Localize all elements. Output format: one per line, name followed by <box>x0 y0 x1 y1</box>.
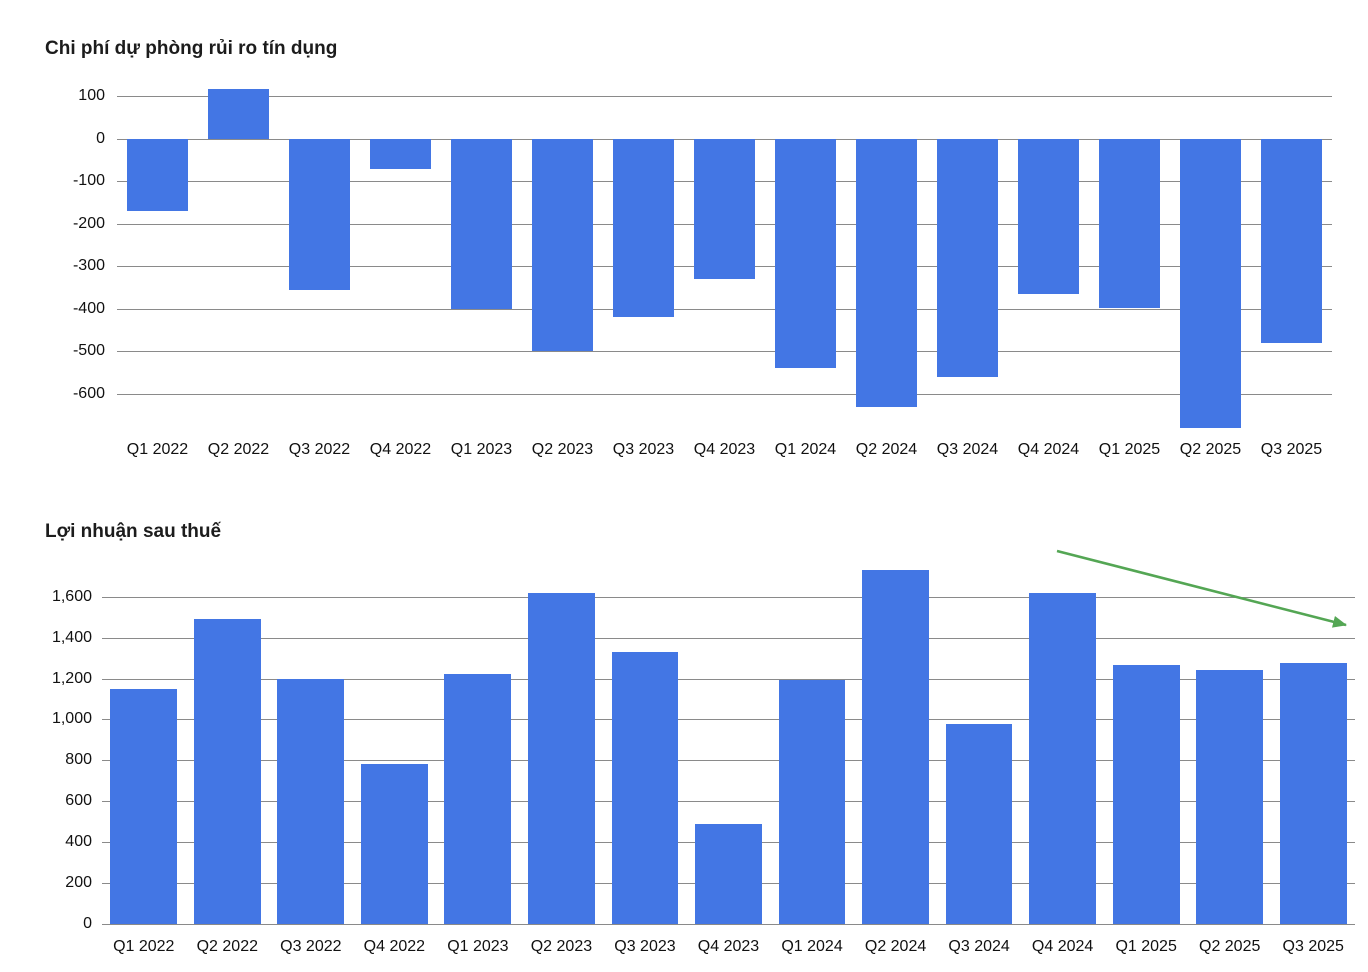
bar-q3-2024 <box>936 138 999 377</box>
x-axis-label: Q1 2023 <box>447 938 509 955</box>
bar-q4-2022 <box>369 138 432 169</box>
bar-q1-2025 <box>1112 665 1180 924</box>
x-axis-label: Q4 2023 <box>697 938 760 955</box>
y-axis-tick-label: -600 <box>72 384 105 402</box>
x-axis-label: Q2 2025 <box>1198 938 1261 955</box>
provision-x-axis: Q1 2022 Q2 2022 Q3 2022 Q4 2022 Q1 2023 Q2 20… <box>117 441 1332 463</box>
x-axis-label: Q1 2022 <box>126 441 189 458</box>
bar-q3-2022 <box>277 678 345 924</box>
bar-q3-2025 <box>1260 138 1323 343</box>
bar-q4-2023 <box>695 823 762 924</box>
gridline <box>117 351 1332 353</box>
bar-q1-2022 <box>110 688 178 924</box>
x-axis-label: Q4 2022 <box>363 938 426 955</box>
x-axis-label: Q1 2025 <box>1098 441 1161 458</box>
bar-q1-2023 <box>444 674 512 924</box>
bar-q4-2024 <box>1017 138 1080 295</box>
bar-q3-2022 <box>288 138 351 290</box>
x-axis-label: Q1 2024 <box>781 938 843 955</box>
y-axis-tick-label: 100 <box>78 87 105 105</box>
gridline <box>102 719 1355 721</box>
bar-q3-2023 <box>611 651 679 924</box>
x-axis-label: Q2 2023 <box>531 441 594 458</box>
y-axis-tick-label: 1,000 <box>51 710 92 728</box>
y-axis-tick-label: 1,600 <box>51 587 92 605</box>
x-axis-label: Q1 2023 <box>450 441 513 458</box>
bar-q2-2022 <box>207 89 270 139</box>
bar-q1-2022 <box>126 138 189 212</box>
bar-q1-2024 <box>774 138 837 369</box>
x-axis-label: Q4 2022 <box>369 441 432 458</box>
gridline <box>117 393 1332 395</box>
y-axis-tick-label: 1,200 <box>51 669 92 687</box>
gridline <box>102 760 1355 762</box>
x-axis-label: Q3 2022 <box>280 938 342 955</box>
gridline <box>102 596 1355 598</box>
y-axis-tick-label: 200 <box>65 874 92 892</box>
bar-q4-2024 <box>1029 592 1097 924</box>
profit-y-axis: 1,600 1,400 1,200 1,000 800 600 400 200 0 <box>0 564 92 932</box>
x-axis-label: Q3 2025 <box>1282 938 1344 955</box>
bar-q3-2024 <box>945 723 1013 924</box>
bar-q3-2023 <box>612 138 675 318</box>
x-axis-label: Q2 2022 <box>207 441 270 458</box>
gridline <box>102 924 1355 925</box>
provision-plot-area <box>117 85 1332 430</box>
bar-q1-2023 <box>450 138 513 309</box>
x-axis-label: Q1 2025 <box>1115 938 1177 955</box>
y-axis-tick-label: 0 <box>83 915 92 932</box>
bar-q2-2023 <box>531 138 594 352</box>
y-axis-tick-label: 800 <box>65 751 92 769</box>
x-axis-label: Q3 2022 <box>288 441 351 458</box>
profit-chart-title: Lợi nhuận sau thuế <box>45 520 222 542</box>
bar-q2-2024 <box>855 138 918 407</box>
x-axis-label: Q2 2024 <box>864 938 927 955</box>
y-axis-tick-label: -400 <box>72 299 105 317</box>
bar-q1-2024 <box>778 679 846 924</box>
x-axis-label: Q3 2024 <box>948 938 1010 955</box>
gridline <box>102 678 1355 680</box>
x-axis-label: Q4 2024 <box>1017 441 1080 458</box>
y-axis-tick-label: 0 <box>96 129 105 147</box>
x-axis-label: Q3 2023 <box>614 938 676 955</box>
profit-plot-area <box>102 564 1355 925</box>
bar-q2-2025 <box>1196 670 1264 924</box>
y-axis-tick-label: -300 <box>72 257 105 275</box>
bar-q2-2024 <box>862 570 929 924</box>
x-axis-label: Q4 2023 <box>693 441 756 458</box>
y-axis-tick-label: 400 <box>65 833 92 851</box>
gridline <box>102 801 1355 803</box>
gridline <box>102 637 1355 639</box>
bar-q2-2025 <box>1179 138 1242 428</box>
x-axis-label: Q1 2022 <box>113 938 175 955</box>
x-axis-label: Q2 2022 <box>196 938 258 955</box>
bar-q4-2023 <box>693 138 756 280</box>
bar-q2-2023 <box>528 592 595 924</box>
y-axis-tick-label: 1,400 <box>51 628 92 646</box>
y-axis-tick-label: -500 <box>72 342 105 360</box>
provision-y-axis: 100 0 -100 -200 -300 -400 -500 -600 <box>0 85 105 430</box>
provision-chart-title: Chi phí dự phòng rủi ro tín dụng <box>45 37 338 59</box>
x-axis-label: Q2 2025 <box>1179 441 1242 458</box>
profit-x-axis: Q1 2022 Q2 2022 Q3 2022 Q4 2022 Q1 2023 Q2 20… <box>102 938 1355 960</box>
x-axis-label: Q3 2023 <box>612 441 675 458</box>
gridline <box>117 96 1332 98</box>
x-axis-label: Q4 2024 <box>1031 938 1094 955</box>
x-axis-label: Q2 2023 <box>530 938 593 955</box>
x-axis-label: Q3 2025 <box>1260 441 1323 458</box>
bar-q2-2022 <box>193 619 261 924</box>
downtrend-arrow-icon <box>1056 549 1347 628</box>
bar-q4-2022 <box>360 764 428 924</box>
bar-q1-2025 <box>1098 138 1161 309</box>
bar-q3-2025 <box>1279 663 1347 924</box>
y-axis-tick-label: 600 <box>65 792 92 810</box>
gridline <box>117 308 1332 310</box>
x-axis-label: Q2 2024 <box>855 441 918 458</box>
x-axis-label: Q1 2024 <box>774 441 837 458</box>
x-axis-label: Q3 2024 <box>936 441 999 458</box>
y-axis-tick-label: -200 <box>72 214 105 232</box>
y-axis-tick-label: -100 <box>72 172 105 190</box>
